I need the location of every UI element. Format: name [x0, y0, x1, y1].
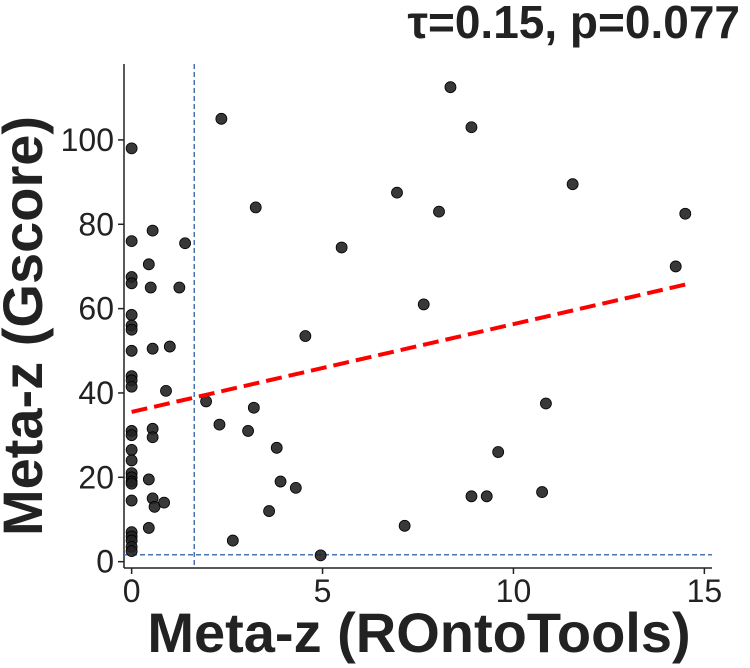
- scatter-point: [125, 477, 138, 490]
- scatter-point: [249, 201, 262, 214]
- x-axis-title: Meta-z (ROntoTools): [147, 601, 690, 664]
- scatter-point: [125, 494, 138, 507]
- scatter-point: [270, 441, 283, 454]
- scatter-point: [299, 330, 312, 342]
- scatter-point: [125, 277, 138, 290]
- x-tick-label: 15: [687, 573, 723, 609]
- regression-line: [131, 282, 686, 414]
- y-axis-title: Meta-z (Gscore): [0, 116, 54, 536]
- scatter-point: [679, 207, 692, 220]
- scatter-point: [465, 121, 478, 134]
- data-points: [125, 81, 692, 562]
- scatter-point: [146, 431, 159, 444]
- scatter-point: [125, 309, 138, 321]
- scatter-point: [213, 418, 226, 431]
- scatter-point: [125, 323, 138, 336]
- scatter-point: [274, 475, 287, 488]
- chart-title: τ=0.15, p=0.077: [407, 0, 740, 48]
- y-tick-label: 60: [78, 291, 114, 327]
- x-tick-label: 0: [123, 573, 141, 609]
- scatter-point: [391, 186, 403, 199]
- y-tick-label: 40: [78, 375, 114, 411]
- scatter-point: [289, 481, 302, 494]
- scatter-point: [125, 380, 138, 393]
- scatter-point: [125, 454, 138, 467]
- y-tick-label: 0: [96, 544, 114, 580]
- scatter-point: [146, 224, 159, 237]
- y-tick-label: 80: [78, 206, 114, 242]
- scatter-point: [125, 235, 138, 248]
- scatter-point: [179, 237, 191, 250]
- scatter-point: [263, 505, 275, 517]
- scatter-point: [146, 342, 159, 355]
- x-tick-label: 5: [314, 573, 332, 609]
- scatter-point: [163, 340, 176, 353]
- scatter-point: [465, 490, 478, 503]
- axes: 0 5 10 15 0 20 40 60 80 100: [61, 64, 723, 609]
- scatter-point: [125, 429, 138, 442]
- scatter-point: [242, 425, 254, 437]
- scatter-point: [142, 473, 155, 486]
- scatter-point: [335, 241, 348, 254]
- scatter-point: [536, 486, 548, 498]
- scatter-point: [540, 397, 552, 410]
- scatter-point: [480, 490, 493, 503]
- y-tick-label: 100: [61, 122, 114, 158]
- scatter-point: [669, 260, 682, 273]
- scatter-point: [142, 258, 155, 271]
- scatter-point: [173, 281, 186, 294]
- trend-line-group: [131, 282, 686, 414]
- scatter-point: [160, 384, 172, 397]
- scatter-point: [444, 81, 457, 94]
- scatter-point: [417, 298, 430, 311]
- scatter-point: [142, 522, 155, 534]
- scatter-point: [247, 401, 260, 414]
- scatter-point: [398, 519, 411, 532]
- scatter-point: [226, 534, 239, 547]
- scatter-point: [125, 344, 138, 357]
- x-tick-label: 10: [496, 573, 532, 609]
- scatter-point: [144, 281, 157, 294]
- scatter-point: [125, 444, 138, 456]
- scatter-point: [492, 446, 505, 458]
- scatter-point: [314, 549, 327, 562]
- scatter-point: [125, 545, 138, 558]
- reference-lines: [124, 64, 712, 568]
- y-tick-label: 20: [78, 459, 114, 495]
- scatter-point: [125, 142, 138, 155]
- scatter-point: [566, 178, 579, 191]
- scatter-point: [215, 112, 228, 125]
- scatter-point: [433, 205, 445, 218]
- scatter-point: [158, 496, 170, 509]
